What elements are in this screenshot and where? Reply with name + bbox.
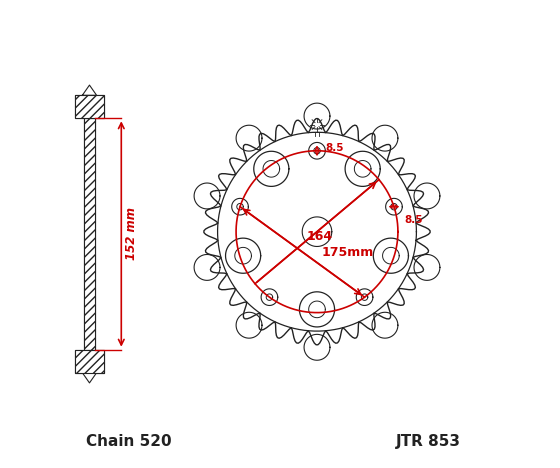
Polygon shape bbox=[82, 85, 96, 95]
Polygon shape bbox=[82, 373, 96, 383]
Bar bbox=[85, 118, 95, 350]
Bar bbox=[75, 95, 104, 118]
Bar bbox=[85, 118, 95, 350]
Text: Chain 520: Chain 520 bbox=[86, 434, 171, 449]
Bar bbox=[75, 350, 104, 373]
Text: 152 mm: 152 mm bbox=[125, 207, 138, 261]
Text: 164: 164 bbox=[307, 230, 333, 243]
Text: JTR 853: JTR 853 bbox=[395, 434, 461, 449]
Text: 175mm: 175mm bbox=[321, 246, 374, 258]
Text: 8.5: 8.5 bbox=[404, 215, 423, 225]
Bar bbox=[75, 95, 104, 118]
Bar bbox=[75, 350, 104, 373]
Text: 8.5: 8.5 bbox=[325, 144, 344, 154]
